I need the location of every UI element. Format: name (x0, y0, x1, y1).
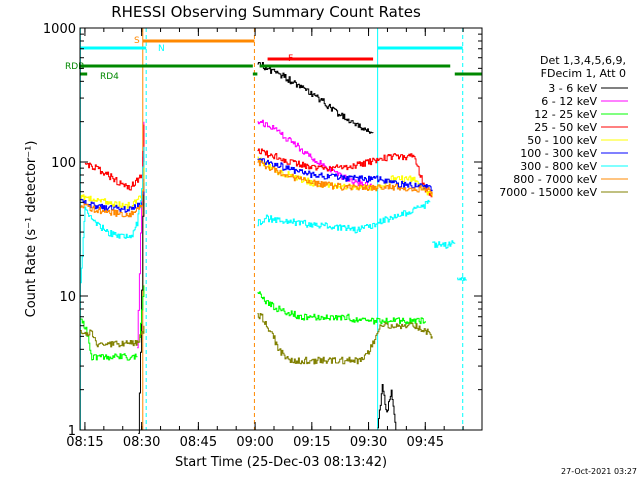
series-800-7000-kev (80, 159, 433, 218)
footer-date: 27-Oct-2021 03:27 (561, 467, 637, 476)
y-tick-label: 100 (51, 156, 76, 171)
legend: Det 1,3,4,5,6,9,FDecim 1, Att 0 3 - 6 keV… (499, 54, 628, 199)
plot-frame (79, 27, 483, 431)
series-7000-15000-kev (80, 313, 433, 365)
x-axis-label: Start Time (25-Dec-03 08:13:42) (175, 455, 387, 470)
x-tick-label: 09:15 (293, 435, 330, 450)
series-trace-3-6-kev-0 (138, 151, 145, 434)
series-trace-50-100-kev-0 (80, 162, 145, 209)
series-trace-300-800-kev-3 (457, 277, 467, 281)
series-trace-300-800-kev-2 (432, 240, 456, 249)
flag-label-rdb: RDB (65, 62, 84, 72)
series-100-300-kev (80, 158, 433, 213)
legend-label-300-800-kev: 300 - 800 keV (520, 160, 597, 173)
series-trace-100-300-kev-0 (80, 182, 145, 213)
flag-layer: RDB RD4 S N F (65, 36, 482, 82)
series-trace-12-25-kev-2 (257, 291, 426, 325)
x-tick-label: 09:45 (407, 435, 444, 450)
series-12-25-kev (80, 285, 426, 361)
series-trace-3-6-kev-1 (257, 62, 374, 134)
series-trace-800-7000-kev-1 (257, 159, 433, 195)
series-trace-12-25-kev-1 (139, 285, 145, 338)
legend-label-6-12-kev: 6 - 12 keV (541, 95, 597, 108)
axis-layer: 08:15 08:30 08:45 09:00 09:15 09:30 09:45 1 10 10… (43, 22, 482, 450)
x-tick-label: 08:45 (180, 435, 217, 450)
series-3-6-kev (138, 62, 397, 434)
series-trace-300-800-kev-1 (257, 199, 431, 234)
legend-label-25-50-kev: 25 - 50 keV (534, 121, 597, 134)
y-tick-label: 1 (68, 424, 76, 439)
data-layer (79, 28, 467, 434)
series-trace-3-6-kev-2 (377, 384, 397, 430)
y-axis-label: Count Rate (s⁻¹ detector⁻¹) (24, 141, 39, 318)
y-tick-label: 1000 (43, 22, 76, 37)
legend-header-line: FDecim 1, Att 0 (541, 67, 626, 80)
x-tick-label: 09:30 (350, 435, 387, 450)
x-tick-label: 08:30 (123, 435, 160, 450)
x-tick-label: 08:15 (66, 435, 103, 450)
flag-label-rd4: RD4 (100, 72, 119, 82)
series-trace-12-25-kev-0 (80, 318, 138, 361)
series-trace-50-100-kev-1 (257, 156, 433, 197)
legend-label-12-25-kev: 12 - 25 keV (534, 108, 597, 121)
legend-header-line: Det 1,3,4,5,6,9, (540, 54, 626, 67)
series-trace-7000-15000-kev-1 (257, 313, 433, 365)
legend-label-800-7000-kev: 800 - 7000 keV (513, 173, 597, 186)
series-trace-800-7000-kev-0 (80, 178, 145, 218)
series-trace-100-300-kev-1 (257, 158, 433, 192)
x-tick-label: 09:00 (236, 435, 273, 450)
flag-label-s: S (134, 36, 140, 46)
legend-label-3-6-kev: 3 - 6 keV (548, 82, 597, 95)
series-50-100-kev (80, 156, 433, 209)
series-trace-25-50-kev-1 (257, 148, 433, 198)
flag-label-f: F (288, 54, 293, 64)
series-trace-6-12-kev-1 (257, 119, 374, 188)
series-trace-25-50-kev-0 (84, 124, 145, 191)
y-tick-label: 10 (59, 290, 76, 305)
series-25-50-kev (84, 124, 433, 198)
legend-label-100-300-kev: 100 - 300 keV (520, 147, 597, 160)
legend-label-50-100-kev: 50 - 100 keV (527, 134, 597, 147)
legend-label-7000-15000-kev: 7000 - 15000 keV (499, 186, 597, 199)
series-trace-300-800-kev-0 (80, 146, 145, 284)
series-300-800-kev (80, 146, 467, 284)
series-trace-7000-15000-kev-0 (80, 325, 145, 348)
flag-label-n: N (158, 44, 165, 54)
chart-title: RHESSI Observing Summary Count Rates (111, 3, 421, 21)
